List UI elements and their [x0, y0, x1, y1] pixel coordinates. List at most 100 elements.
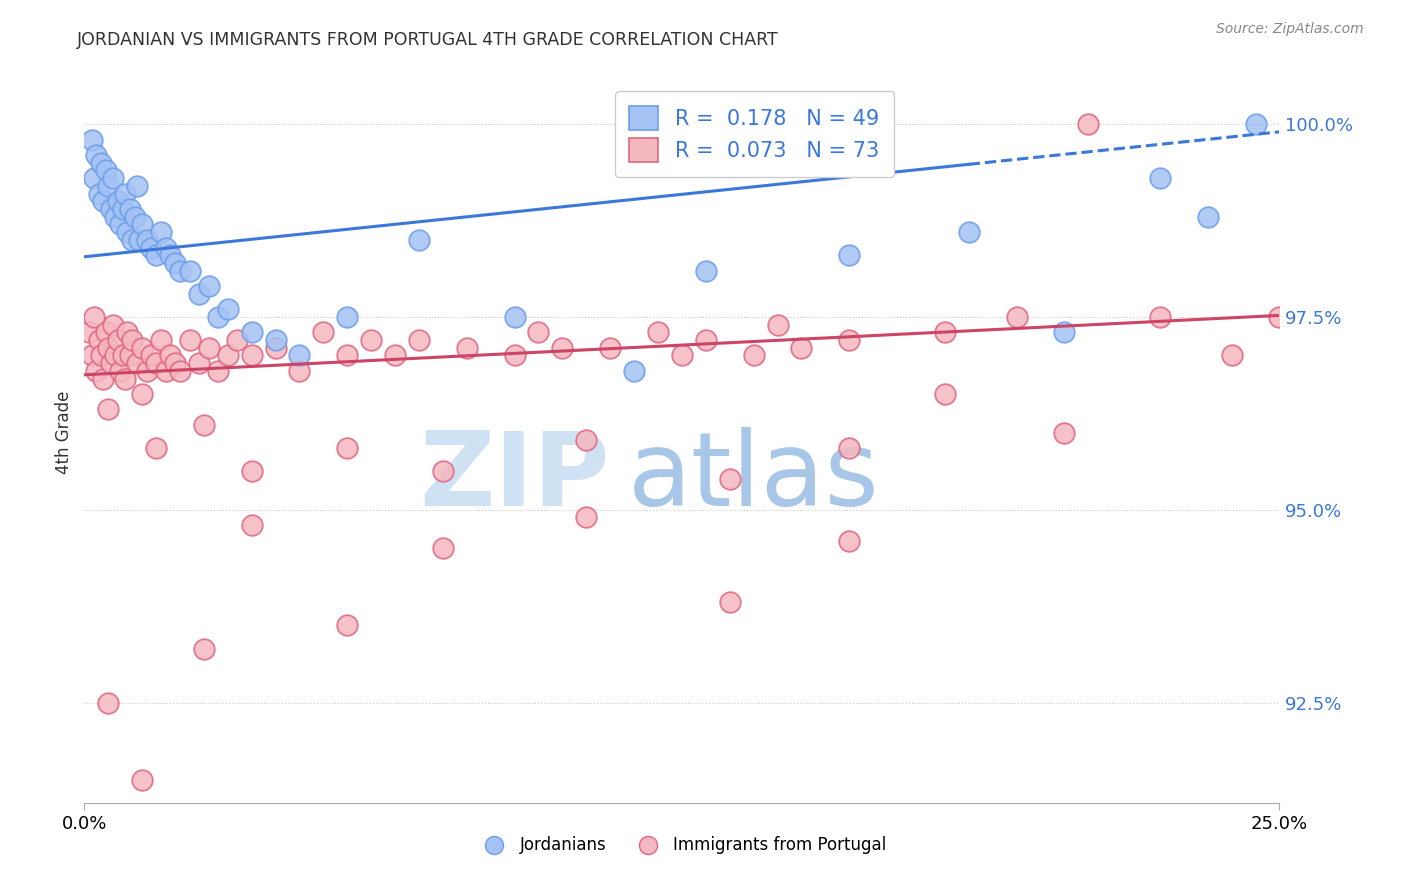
- Point: [111, 349, 134, 363]
- Point: [131, 772, 153, 787]
- Point: [456, 341, 478, 355]
- Point: [155, 364, 177, 378]
- Point: [77, 326, 100, 340]
- Point: [197, 341, 219, 355]
- Point: [838, 248, 860, 262]
- Point: [131, 341, 153, 355]
- Point: [159, 349, 181, 363]
- Point: [110, 364, 132, 378]
- Point: [87, 186, 110, 201]
- Point: [408, 333, 430, 347]
- Point: [179, 263, 201, 277]
- Point: [217, 302, 239, 317]
- Point: [336, 349, 359, 363]
- Point: [240, 349, 263, 363]
- Text: Source: ZipAtlas.com: Source: ZipAtlas.com: [1216, 22, 1364, 37]
- Point: [90, 155, 112, 169]
- Text: ZIP: ZIP: [420, 426, 610, 527]
- Point: [117, 225, 139, 239]
- Point: [125, 178, 148, 193]
- Point: [240, 518, 263, 533]
- Point: [104, 210, 127, 224]
- Point: [83, 171, 105, 186]
- Point: [207, 364, 229, 378]
- Point: [503, 349, 526, 363]
- Point: [336, 441, 359, 455]
- Point: [94, 163, 117, 178]
- Point: [1053, 425, 1076, 440]
- Point: [114, 371, 136, 385]
- Point: [197, 279, 219, 293]
- Point: [288, 349, 311, 363]
- Point: [790, 341, 813, 355]
- Point: [100, 356, 122, 370]
- Text: atlas: atlas: [628, 426, 880, 527]
- Point: [111, 202, 134, 216]
- Point: [141, 349, 163, 363]
- Point: [86, 364, 108, 378]
- Point: [695, 263, 717, 277]
- Point: [114, 186, 136, 201]
- Point: [1220, 349, 1243, 363]
- Point: [575, 510, 598, 524]
- Point: [93, 194, 115, 209]
- Point: [432, 464, 454, 478]
- Point: [934, 387, 956, 401]
- Point: [87, 333, 110, 347]
- Point: [155, 240, 177, 254]
- Point: [141, 240, 163, 254]
- Point: [80, 349, 103, 363]
- Point: [838, 533, 860, 548]
- Point: [125, 356, 148, 370]
- Point: [408, 233, 430, 247]
- Point: [360, 333, 382, 347]
- Point: [131, 387, 153, 401]
- Point: [1053, 326, 1076, 340]
- Point: [312, 326, 335, 340]
- Point: [695, 333, 717, 347]
- Point: [188, 356, 211, 370]
- Point: [165, 356, 187, 370]
- Point: [110, 218, 132, 232]
- Point: [90, 349, 112, 363]
- Point: [336, 618, 359, 632]
- Point: [1149, 310, 1171, 324]
- Point: [100, 202, 122, 216]
- Point: [193, 417, 215, 432]
- Point: [121, 233, 143, 247]
- Point: [145, 248, 167, 262]
- Point: [128, 233, 150, 247]
- Point: [575, 434, 598, 448]
- Legend: Jordanians, Immigrants from Portugal: Jordanians, Immigrants from Portugal: [471, 830, 893, 861]
- Point: [94, 326, 117, 340]
- Point: [623, 364, 645, 378]
- Point: [647, 326, 669, 340]
- Point: [288, 364, 311, 378]
- Point: [188, 286, 211, 301]
- Point: [159, 248, 181, 262]
- Point: [957, 225, 980, 239]
- Point: [97, 696, 120, 710]
- Point: [149, 333, 172, 347]
- Point: [121, 333, 143, 347]
- Point: [131, 218, 153, 232]
- Point: [336, 310, 359, 324]
- Point: [86, 148, 108, 162]
- Point: [97, 402, 120, 417]
- Point: [169, 364, 191, 378]
- Point: [838, 441, 860, 455]
- Point: [551, 341, 574, 355]
- Point: [107, 194, 129, 209]
- Point: [193, 641, 215, 656]
- Point: [432, 541, 454, 556]
- Point: [104, 349, 127, 363]
- Point: [384, 349, 406, 363]
- Point: [240, 464, 263, 478]
- Point: [118, 349, 141, 363]
- Point: [145, 356, 167, 370]
- Point: [1005, 310, 1028, 324]
- Point: [718, 595, 741, 609]
- Point: [169, 263, 191, 277]
- Point: [671, 349, 693, 363]
- Point: [264, 333, 287, 347]
